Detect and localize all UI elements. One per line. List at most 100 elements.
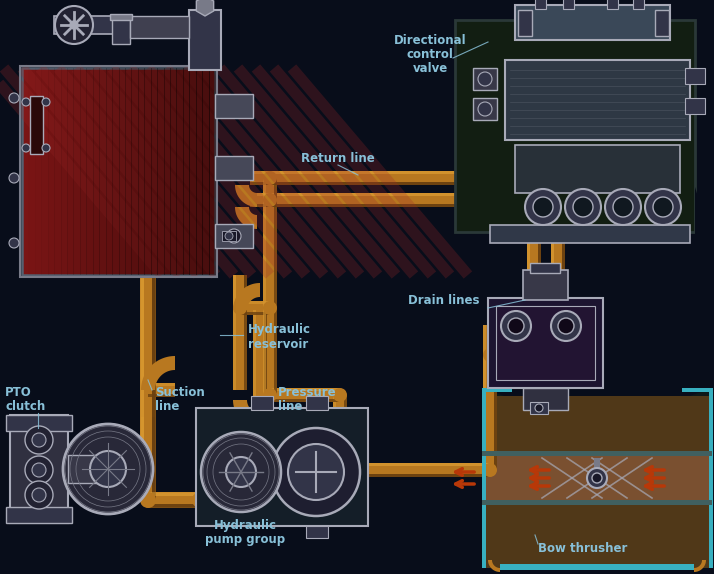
Bar (151, 68, 158, 275)
Bar (202, 68, 210, 275)
Bar (344, 395, 347, 470)
Bar (80, 68, 87, 275)
Bar (482, 451, 712, 456)
Bar (250, 193, 462, 207)
Bar (270, 388, 340, 402)
Bar (22, 68, 215, 275)
Text: Hydraulic: Hydraulic (213, 518, 276, 532)
Bar (140, 275, 156, 500)
Bar (106, 68, 113, 275)
Circle shape (501, 311, 531, 341)
Bar (551, 222, 565, 325)
Bar (131, 68, 139, 275)
Polygon shape (233, 283, 260, 310)
Bar (140, 275, 144, 500)
Bar (244, 275, 247, 310)
Bar (505, 60, 690, 140)
Circle shape (42, 98, 50, 106)
Text: clutch: clutch (5, 400, 45, 413)
Bar (152, 275, 155, 390)
Bar (482, 454, 712, 502)
Bar (527, 325, 530, 355)
Text: reservoir: reservoir (248, 339, 308, 351)
Polygon shape (482, 388, 712, 568)
Bar (340, 474, 490, 477)
Bar (274, 200, 277, 308)
Bar (240, 312, 270, 315)
Bar (250, 171, 462, 185)
Bar (527, 222, 530, 325)
Bar (148, 492, 200, 508)
Bar (270, 204, 462, 207)
Bar (10, 415, 68, 523)
Circle shape (645, 189, 681, 225)
Text: valve: valve (413, 61, 448, 75)
Text: Return line: Return line (301, 152, 375, 165)
Polygon shape (235, 207, 257, 229)
Bar (270, 171, 462, 174)
Bar (138, 68, 145, 275)
Bar (270, 182, 462, 185)
Bar (93, 68, 100, 275)
Bar (530, 263, 560, 273)
Polygon shape (235, 185, 257, 207)
Circle shape (535, 404, 543, 412)
Circle shape (25, 456, 53, 484)
Circle shape (226, 457, 256, 487)
Bar (263, 178, 266, 200)
Bar (340, 463, 490, 477)
Bar (482, 388, 512, 392)
Bar (270, 171, 462, 185)
Circle shape (478, 102, 492, 116)
Circle shape (551, 311, 581, 341)
Bar (61, 68, 68, 275)
Bar (41, 68, 49, 275)
Bar (141, 275, 144, 500)
Bar (148, 383, 175, 386)
Circle shape (288, 444, 344, 500)
Bar (35, 68, 42, 275)
Bar (264, 310, 267, 400)
Bar (253, 310, 267, 400)
Circle shape (613, 197, 633, 217)
Bar (527, 325, 541, 355)
Circle shape (565, 189, 601, 225)
Bar (473, 68, 497, 90)
Bar (527, 222, 541, 325)
Bar (523, 388, 568, 410)
Bar (527, 222, 530, 355)
Text: Directional: Directional (393, 33, 466, 46)
Bar (563, 0, 574, 9)
Bar (607, 0, 618, 9)
Bar (306, 526, 328, 538)
Circle shape (233, 301, 247, 315)
Polygon shape (488, 560, 500, 572)
Bar (482, 388, 486, 568)
Text: Drain lines: Drain lines (408, 293, 480, 307)
Bar (483, 325, 497, 470)
Bar (240, 301, 270, 304)
Bar (530, 402, 548, 414)
Bar (67, 68, 74, 275)
Bar (141, 417, 155, 500)
Bar (110, 14, 132, 20)
Bar (551, 222, 554, 325)
Bar (263, 200, 266, 308)
Bar (250, 204, 462, 207)
Bar (523, 270, 568, 300)
Bar (655, 10, 669, 36)
Circle shape (272, 428, 360, 516)
Bar (340, 463, 490, 477)
Bar (685, 68, 705, 84)
Bar (215, 94, 253, 118)
Circle shape (592, 473, 602, 483)
Bar (68, 455, 113, 483)
Bar (482, 502, 712, 568)
Polygon shape (196, 0, 213, 16)
Circle shape (140, 492, 156, 508)
Circle shape (227, 229, 241, 243)
Bar (274, 178, 277, 200)
Bar (538, 325, 541, 355)
Bar (99, 68, 106, 275)
Circle shape (42, 144, 50, 152)
